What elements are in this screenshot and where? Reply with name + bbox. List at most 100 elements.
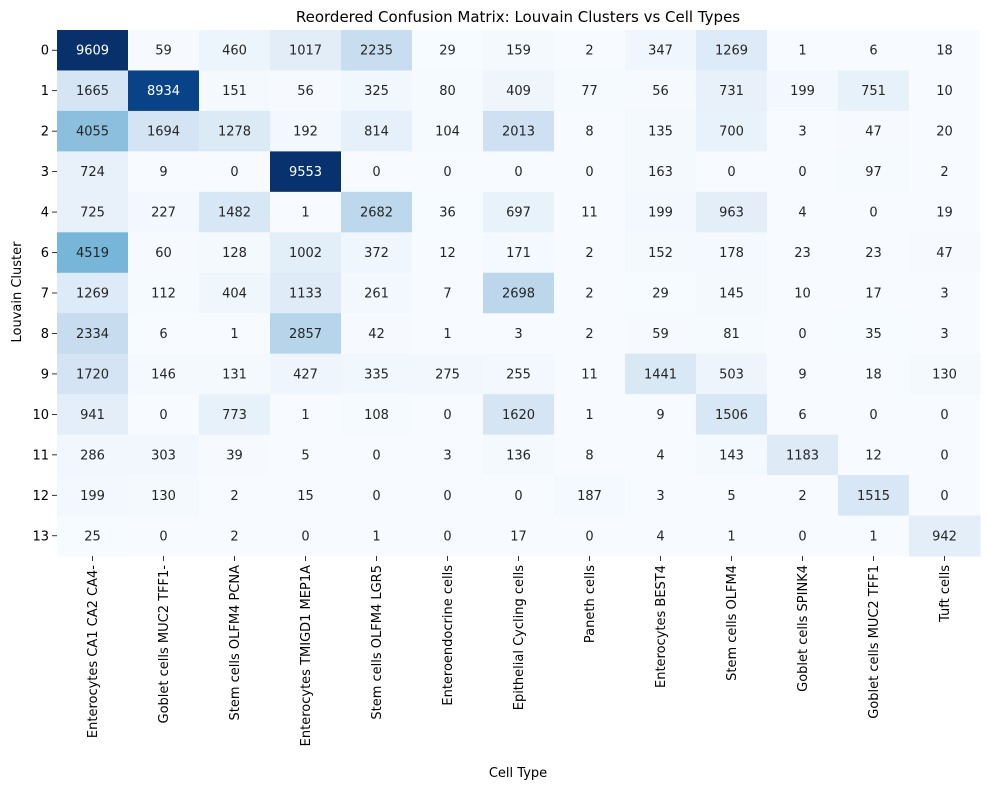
cell-value-label: 5 (727, 489, 735, 504)
heatmap-cell (128, 515, 200, 557)
heatmap-cell (625, 394, 697, 436)
heatmap-cell (270, 515, 342, 557)
cell-value-label: 2334 (76, 327, 109, 342)
cell-value-label: 724 (80, 165, 105, 180)
cell-value-label: 0 (798, 165, 806, 180)
cell-value-label: 2013 (502, 125, 535, 140)
cell-value-label: 130 (151, 489, 176, 504)
heatmap-cell (909, 191, 981, 233)
y-tick-label: 11 (32, 448, 49, 463)
heatmap-cell (909, 30, 981, 71)
heatmap-cell (341, 394, 413, 436)
heatmap-cell (199, 272, 271, 314)
heatmap-cell (554, 232, 626, 274)
x-tick-label: Tuft cells (938, 565, 953, 623)
heatmap-cell (199, 515, 271, 557)
cell-value-label: 39 (226, 448, 243, 463)
cell-value-label: 4 (656, 448, 664, 463)
heatmap-cell (57, 70, 129, 112)
cell-value-label: 159 (506, 44, 531, 59)
cell-value-label: 2235 (360, 44, 393, 59)
cell-value-label: 0 (443, 529, 451, 544)
heatmap-cell (625, 475, 697, 517)
cell-value-label: 1441 (644, 367, 677, 382)
heatmap-cell (341, 110, 413, 152)
heatmap-cell (838, 434, 910, 476)
cell-value-label: 1183 (786, 448, 819, 463)
cell-value-label: 192 (293, 125, 318, 140)
cell-value-label: 60 (155, 246, 172, 261)
cell-value-label: 4 (656, 529, 664, 544)
heatmap-cell (838, 70, 910, 112)
heatmap-cell (199, 70, 271, 112)
cell-value-label: 15 (297, 489, 314, 504)
cell-value-label: 9553 (289, 165, 322, 180)
cell-value-label: 773 (222, 408, 247, 423)
cell-value-label: 0 (372, 448, 380, 463)
x-tick-label: Paneth cells (583, 565, 598, 643)
cell-value-label: 0 (443, 165, 451, 180)
heatmap-cell (270, 313, 342, 355)
heatmap-cell (696, 70, 768, 112)
heatmap-cell (838, 191, 910, 233)
cell-value-label: 1 (585, 408, 593, 423)
x-tick-label: Goblet cells MUC2 TFF1 (867, 565, 882, 719)
cell-value-label: 2 (585, 327, 593, 342)
heatmap-cell (270, 272, 342, 314)
cell-value-label: 20 (936, 125, 953, 140)
heatmap-cell (128, 232, 200, 274)
cell-value-label: 11 (581, 206, 598, 221)
cell-value-label: 0 (798, 529, 806, 544)
heatmap-cell (554, 70, 626, 112)
heatmap-cell (270, 30, 342, 71)
cell-value-label: 1002 (289, 246, 322, 261)
cell-value-label: 42 (368, 327, 385, 342)
cell-value-label: 409 (506, 84, 531, 99)
cell-value-label: 0 (514, 165, 522, 180)
heatmap-cell (412, 475, 484, 517)
heatmap-cell (412, 151, 484, 193)
heatmap-cell (554, 191, 626, 233)
y-tick-label: 1 (41, 84, 49, 99)
cell-value-label: 0 (940, 408, 948, 423)
heatmap-cell (625, 515, 697, 557)
heatmap-cell (483, 191, 555, 233)
heatmap-cell (128, 110, 200, 152)
heatmap-cell (554, 30, 626, 71)
heatmap-cell (767, 70, 839, 112)
heatmap-cell (909, 70, 981, 112)
cell-value-label: 1720 (76, 367, 109, 382)
heatmap-cell (483, 272, 555, 314)
heatmap-cell (554, 515, 626, 557)
cell-value-label: 77 (581, 84, 598, 99)
cell-value-label: 2 (585, 246, 593, 261)
cell-value-label: 0 (372, 489, 380, 504)
cell-value-label: 11 (581, 367, 598, 382)
heatmap-cell (838, 475, 910, 517)
cell-value-label: 2 (230, 489, 238, 504)
cell-value-label: 131 (222, 367, 247, 382)
x-tick-label: Stem cells OLFM4 PCNA (228, 565, 243, 721)
cell-value-label: 9 (656, 408, 664, 423)
heatmap-cell (199, 151, 271, 193)
cell-value-label: 404 (222, 287, 247, 302)
heatmap-cell (270, 434, 342, 476)
cell-value-label: 19 (936, 206, 953, 221)
y-axis-label: Louvain Cluster (10, 241, 25, 343)
cell-value-label: 146 (151, 367, 176, 382)
heatmap-cell (554, 475, 626, 517)
cell-value-label: 18 (865, 367, 882, 382)
cell-value-label: 17 (865, 287, 882, 302)
cell-value-label: 347 (648, 44, 673, 59)
heatmap-cell (128, 394, 200, 436)
cell-value-label: 0 (585, 529, 593, 544)
cell-value-label: 1665 (76, 84, 109, 99)
heatmap-cell (199, 353, 271, 395)
heatmap-cell (483, 30, 555, 71)
heatmap-cell (412, 515, 484, 557)
cell-value-label: 29 (439, 44, 456, 59)
cell-value-label: 0 (443, 489, 451, 504)
cell-value-label: 460 (222, 44, 247, 59)
heatmap-cell (57, 434, 129, 476)
cell-value-label: 3 (940, 327, 948, 342)
